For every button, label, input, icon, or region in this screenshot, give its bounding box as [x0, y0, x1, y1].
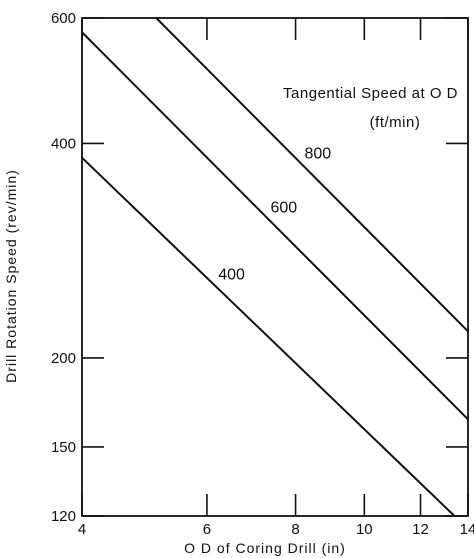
y-tick-labels: 120 150 200 400 600: [51, 10, 76, 525]
x-tick-label: 10: [356, 521, 373, 538]
plot-frame: [81, 17, 469, 517]
plot-border: [81, 17, 469, 517]
x-tick-label: 6: [203, 521, 211, 538]
x-tick-label: 4: [78, 521, 86, 538]
legend-title: Tangential Speed at O D: [283, 85, 458, 102]
y-tick-label: 200: [51, 350, 76, 367]
series-line-400: [81, 156, 456, 517]
y-axis-title: Drill Rotation Speed (rev/min): [3, 169, 19, 383]
series-labels: 800 600 400: [218, 145, 331, 283]
series-line-800: [155, 17, 469, 332]
series-label-800: 800: [305, 145, 332, 162]
y-tick-label: 400: [51, 135, 76, 152]
axis-ticks: [81, 17, 469, 517]
series-label-400: 400: [218, 267, 245, 284]
y-tick-label: 600: [51, 10, 76, 27]
y-tick-label: 150: [51, 439, 76, 456]
y-tick-label: 120: [51, 508, 76, 525]
series-lines: [81, 17, 469, 517]
x-tick-label: 8: [291, 521, 299, 538]
series-line-600: [81, 31, 469, 421]
x-tick-label: 12: [412, 521, 429, 538]
x-tick-labels: 4 6 8 10 12 14: [78, 521, 474, 538]
legend-units: (ft/min): [370, 114, 421, 131]
series-label-600: 600: [270, 200, 297, 217]
x-tick-label: 14: [460, 521, 474, 538]
x-axis-title: O D of Coring Drill (in): [184, 540, 346, 556]
